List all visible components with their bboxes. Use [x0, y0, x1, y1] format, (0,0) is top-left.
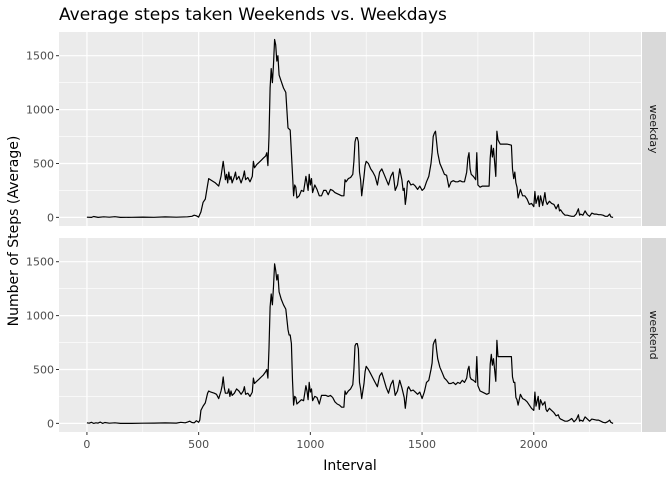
y-tick-label: 1500 — [26, 256, 54, 269]
x-tick-label: 1000 — [296, 438, 324, 451]
series-line-weekday — [86, 38, 614, 218]
facet-strip-weekend — [642, 238, 666, 432]
series-line-weekend — [86, 263, 614, 424]
x-tick-label: 500 — [188, 438, 209, 451]
y-axis-title: Number of Steps (Average) — [6, 136, 22, 327]
y-tick-label: 1000 — [26, 104, 54, 117]
x-axis-title: Interval — [323, 458, 377, 474]
y-tick-label: 0 — [47, 417, 54, 430]
y-tick-label: 1000 — [26, 310, 54, 323]
panel-background — [59, 32, 641, 226]
chart-title: Average steps taken Weekends vs. Weekday… — [59, 5, 447, 25]
facet-strip-label: weekend — [647, 310, 660, 359]
facet-strip-weekday — [642, 32, 666, 226]
panel-weekend: 0 500 1000 1500 weekend 0 500 1000 1500 2000 — [26, 238, 666, 451]
x-tick-label: 0 — [83, 438, 90, 451]
y-tick-label: 500 — [33, 363, 54, 376]
panel-background — [59, 238, 641, 432]
x-tick-label: 1500 — [408, 438, 436, 451]
y-tick-label: 500 — [33, 157, 54, 170]
panel-weekday: 0 500 1000 1500 weekday — [26, 32, 666, 226]
y-tick-label: 0 — [47, 211, 54, 224]
y-tick-label: 1500 — [26, 50, 54, 63]
x-tick-label: 2000 — [520, 438, 548, 451]
facet-strip-label: weekday — [647, 104, 660, 154]
